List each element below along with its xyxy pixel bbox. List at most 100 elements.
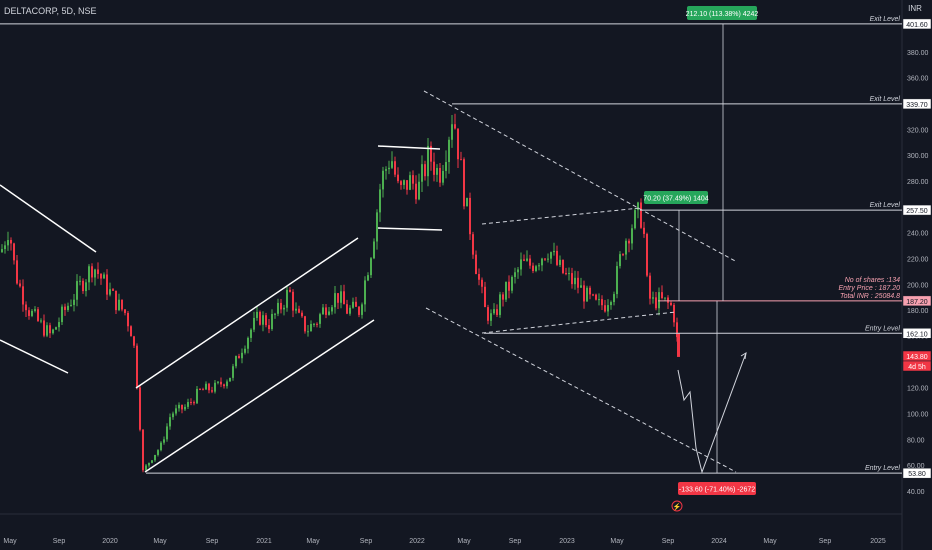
candle-body — [295, 308, 297, 311]
candle-body — [25, 304, 27, 311]
candle-body — [667, 297, 669, 303]
y-tick-label: 240.00 — [907, 231, 929, 238]
candle-body — [574, 277, 576, 285]
candle-body — [391, 161, 393, 168]
position-info-line: No of shares :134 — [845, 277, 900, 284]
price-label-text: 257.50 — [906, 208, 928, 215]
candle-body — [130, 326, 132, 337]
price-label-box — [902, 295, 932, 307]
candle-body — [157, 450, 159, 455]
candle-body — [286, 289, 288, 308]
candle-body — [673, 304, 675, 323]
y-tick-label: 360.00 — [907, 76, 929, 83]
candle-body — [19, 283, 21, 287]
candle-body — [124, 309, 126, 313]
candle-body — [175, 408, 177, 414]
candle-body — [532, 265, 534, 272]
candle-body — [196, 388, 198, 404]
candle-body — [412, 175, 414, 184]
candle-body — [406, 180, 408, 190]
candle-body — [115, 290, 117, 311]
candle-body — [547, 258, 549, 260]
candle-body — [670, 302, 672, 305]
projection-path — [677, 352, 747, 474]
candle-body — [34, 309, 36, 311]
candle-body — [82, 280, 84, 292]
candle-body — [475, 254, 477, 275]
candle-body — [13, 243, 15, 261]
arrow-head — [740, 352, 747, 360]
candle-body — [655, 297, 657, 309]
candle-body — [76, 281, 78, 300]
candle-body — [436, 167, 438, 175]
x-tick-label: May — [3, 538, 17, 545]
currency-label[interactable]: INR — [908, 4, 922, 13]
x-tick-label: Sep — [206, 538, 219, 545]
candle-body — [526, 258, 528, 261]
candle-body — [73, 299, 75, 305]
trend-line — [377, 145, 441, 150]
x-tick-label: May — [153, 538, 167, 545]
position-info-line: Total INR : 25084.8 — [840, 293, 900, 300]
candle-body — [214, 382, 216, 392]
candle-body — [91, 266, 93, 278]
x-tick-label: Sep — [53, 538, 66, 545]
candle-body — [481, 279, 483, 287]
candle-body — [409, 175, 411, 190]
candle-body — [4, 245, 6, 250]
channel-line — [481, 207, 641, 225]
candle-body — [358, 306, 360, 315]
event-marker-icon — [671, 500, 683, 512]
candle-body — [562, 259, 564, 274]
candle-body — [202, 389, 204, 391]
candle-body — [301, 312, 303, 317]
candle-body — [220, 381, 222, 385]
candle-body — [343, 291, 345, 305]
x-tick-label: May — [610, 538, 624, 545]
candle-body — [460, 159, 462, 161]
candle-body — [118, 299, 120, 311]
candle-body — [538, 265, 540, 267]
candle-body — [28, 310, 30, 316]
price-label-box — [902, 98, 932, 110]
target-badge-text: -133.60 (-71.40%) -2672 — [679, 487, 755, 494]
candle-body — [523, 259, 525, 261]
candle-body — [442, 170, 444, 183]
candle-body — [223, 384, 225, 387]
candle-body — [253, 317, 255, 330]
candle-body — [571, 273, 573, 285]
candle-body — [421, 164, 423, 182]
candle-body — [334, 293, 336, 308]
trend-line — [377, 227, 443, 231]
candle-body — [619, 254, 621, 267]
x-tick-label: Sep — [360, 538, 373, 545]
candle-body — [49, 325, 51, 334]
candle-body — [514, 272, 516, 277]
target-badge-text: 70.20 (37.49%) 1404 — [643, 196, 708, 203]
candle-body — [193, 402, 195, 404]
candle-body — [151, 460, 153, 463]
candle-body — [289, 289, 291, 292]
candle-body — [262, 315, 264, 325]
candle-body — [535, 266, 537, 272]
level-label: Exit Level — [870, 16, 901, 23]
candle-body — [643, 227, 645, 234]
x-tick-label: May — [763, 538, 777, 545]
candle-body — [616, 266, 618, 295]
price-label-box — [902, 204, 932, 216]
candle-body — [64, 306, 66, 310]
candle-body — [385, 169, 387, 171]
candle-body — [598, 299, 600, 301]
price-label-box — [902, 360, 932, 372]
candle-body — [451, 124, 453, 140]
candle-body — [187, 402, 189, 407]
candle-body — [100, 273, 102, 279]
last-candle — [677, 333, 680, 357]
candle-body — [190, 402, 192, 404]
candle-body — [250, 329, 252, 338]
candle-body — [361, 304, 363, 315]
candle-body — [610, 302, 612, 306]
candle-body — [595, 294, 597, 300]
price-label-box — [902, 18, 932, 30]
